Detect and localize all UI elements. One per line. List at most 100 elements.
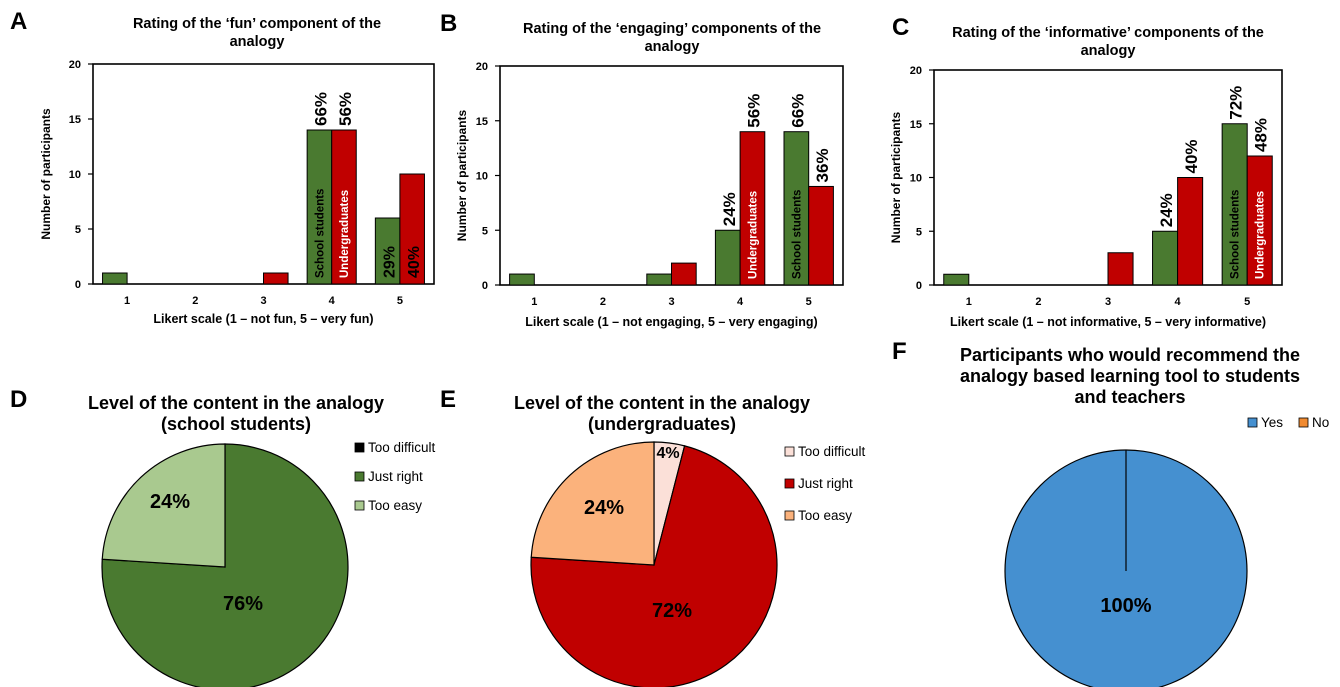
- y-tick-label: 15: [910, 119, 922, 131]
- panel-letter: C: [892, 14, 909, 41]
- panel-letter: A: [10, 8, 27, 35]
- bar-school-students: [374, 217, 401, 285]
- data-label: 24%: [1157, 193, 1176, 227]
- legend-swatch: [784, 510, 795, 521]
- y-tick-label: 0: [916, 280, 922, 292]
- legend-label: Too easy: [368, 498, 422, 513]
- series-name-label: School students: [791, 190, 803, 279]
- y-tick-label: 0: [75, 279, 81, 291]
- chart-title: Rating of the ‘fun’ component of the: [133, 16, 381, 32]
- x-tick-label: 5: [806, 296, 812, 308]
- bar-undergraduates: [1246, 155, 1273, 286]
- y-tick-label: 20: [476, 61, 488, 73]
- y-tick-label: 15: [476, 116, 488, 128]
- bar-undergraduates: [331, 129, 357, 285]
- chart-title: (school students): [161, 414, 311, 434]
- legend-swatch: [354, 500, 365, 511]
- legend-swatch: [1298, 417, 1309, 428]
- x-tick-label: 1: [531, 296, 537, 308]
- data-label: 48%: [1252, 118, 1271, 152]
- bar-school-students: [646, 273, 673, 286]
- x-tick-label: 3: [260, 295, 266, 307]
- pie-slice-too-easy: [101, 443, 226, 568]
- bar-undergraduates: [1177, 177, 1204, 286]
- bar-school-students: [714, 229, 741, 286]
- y-tick-label: 5: [916, 226, 922, 238]
- data-label: 66%: [788, 94, 807, 128]
- data-label: 40%: [406, 246, 423, 278]
- bar-undergraduates: [263, 272, 289, 285]
- slice-label: 72%: [652, 600, 692, 622]
- data-label: 40%: [1182, 139, 1201, 173]
- chart-title: analogy: [230, 34, 285, 50]
- chart-title: Rating of the ‘engaging’ components of t…: [523, 21, 821, 37]
- bar-undergraduates: [739, 131, 766, 286]
- data-label: 56%: [336, 92, 355, 126]
- y-tick-label: 10: [69, 169, 81, 181]
- chart-title: and teachers: [1074, 387, 1185, 407]
- panel-letter: E: [440, 386, 456, 413]
- bar-undergraduates: [671, 262, 697, 286]
- pie-slice-too-easy: [530, 441, 655, 566]
- panel-letter: F: [892, 338, 907, 365]
- y-tick-label: 0: [482, 280, 488, 292]
- y-tick-label: 20: [69, 59, 81, 71]
- bar-school-students: [509, 273, 535, 286]
- x-tick-label: 4: [737, 296, 744, 308]
- legend-label: Yes: [1261, 415, 1283, 430]
- chart-title: (undergraduates): [588, 414, 736, 434]
- slice-label: 4%: [656, 445, 679, 462]
- slice-label: 76%: [223, 593, 263, 615]
- legend-swatch: [784, 446, 795, 457]
- panel-letter: D: [10, 386, 27, 413]
- legend-swatch: [354, 471, 365, 482]
- slice-label: 24%: [584, 497, 624, 519]
- x-axis-label: Likert scale (1 – not engaging, 5 – very…: [525, 315, 817, 329]
- x-tick-label: 2: [1035, 296, 1041, 308]
- y-axis-label: Number of participants: [455, 110, 469, 242]
- y-tick-label: 10: [910, 173, 922, 185]
- bar-undergraduates: [399, 173, 425, 285]
- y-axis-label: Number of participants: [39, 108, 53, 240]
- y-tick-label: 5: [75, 224, 81, 236]
- pie-slice-just-right: [530, 445, 778, 687]
- legend-label: No: [1312, 415, 1329, 430]
- data-label: 36%: [813, 148, 832, 182]
- x-tick-label: 1: [966, 296, 972, 308]
- y-tick-label: 20: [910, 65, 922, 77]
- x-tick-label: 3: [668, 296, 674, 308]
- x-tick-label: 3: [1105, 296, 1111, 308]
- bar-school-students: [943, 273, 970, 286]
- legend-label: Just right: [368, 469, 423, 484]
- x-axis-label: Likert scale (1 – not informative, 5 – v…: [950, 315, 1266, 329]
- x-tick-label: 1: [124, 295, 130, 307]
- series-name-label: School students: [1230, 190, 1242, 279]
- bar-undergraduates: [1107, 252, 1134, 286]
- bar-chart-a: A Rating of the ‘fun’ component of the ana…: [10, 8, 435, 326]
- y-tick-label: 5: [482, 225, 488, 237]
- legend-swatch: [1247, 417, 1258, 428]
- bar-school-students: [306, 129, 333, 285]
- series-name-label: Undergraduates: [1255, 191, 1267, 279]
- bar-undergraduates: [808, 185, 834, 286]
- chart-title: analogy: [1081, 43, 1136, 59]
- chart-title: Rating of the ‘informative’ components o…: [952, 25, 1264, 41]
- chart-title: Level of the content in the analogy: [88, 393, 384, 413]
- x-tick-label: 4: [1175, 296, 1182, 308]
- legend-swatch: [784, 478, 795, 489]
- series-name-label: Undergraduates: [339, 190, 351, 278]
- legend-label: Just right: [798, 476, 853, 491]
- data-label: 24%: [720, 192, 739, 226]
- legend-label: Too difficult: [368, 440, 436, 455]
- chart-title: Participants who would recommend the: [960, 345, 1300, 365]
- data-label: 56%: [744, 94, 763, 128]
- series-name-label: School students: [314, 189, 326, 278]
- chart-title: analogy based learning tool to students: [960, 366, 1300, 386]
- x-axis-label: Likert scale (1 – not fun, 5 – very fun): [153, 312, 373, 326]
- pie-chart-e: E Level of the content in the analogy(und…: [440, 386, 866, 687]
- legend-swatch: [354, 442, 365, 453]
- y-axis-label: Number of participants: [889, 112, 903, 244]
- y-tick-label: 15: [69, 114, 81, 126]
- series-name-label: Undergraduates: [747, 191, 759, 279]
